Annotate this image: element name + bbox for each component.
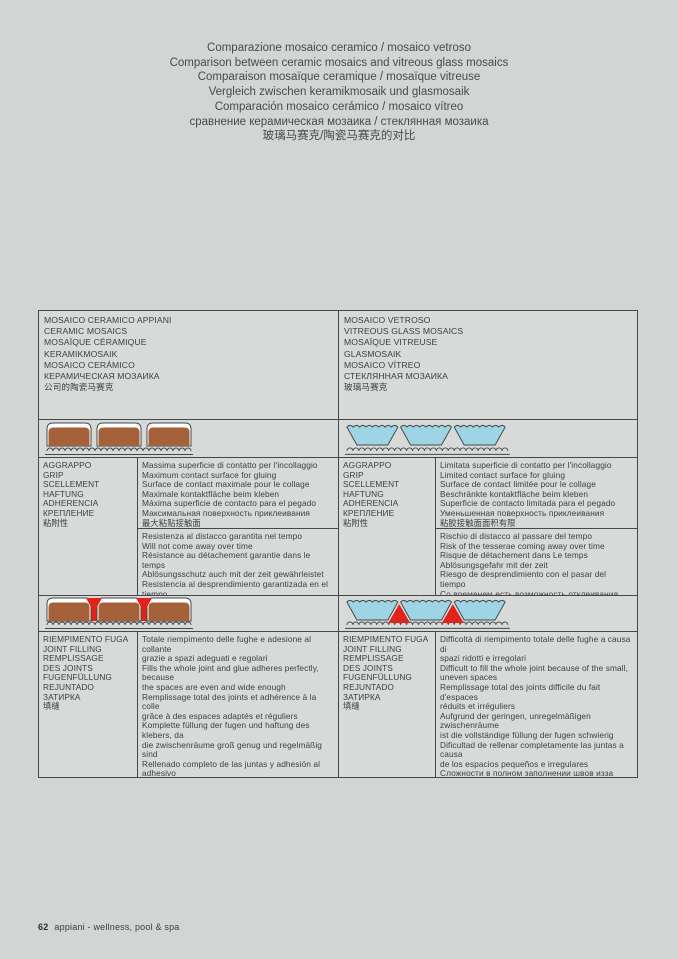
diagram-cell [39, 419, 338, 457]
header-ceramic: MOSAICO CERAMICO APPIANI CERAMIC MOSAICS… [44, 315, 172, 393]
ceramic-tiles-diagram [45, 422, 193, 455]
diagram-cell [338, 419, 637, 457]
label-grip-right: AGGRAPPO GRIP SCELLEMENT HAFTUNG ADHEREN… [338, 457, 435, 595]
text-grip-left: Massima superficie di contatto per l'inc… [137, 457, 338, 528]
diagram-cell [39, 595, 338, 631]
text-joint-filling-left: Totale riempimento delle fughe e adesion… [137, 631, 338, 777]
page-title: Comparazione mosaico ceramico / mosaico … [169, 42, 509, 143]
label-joint-filling-right: RIEMPIMENTO FUGA JOINT FILLING REMPLISSA… [338, 631, 435, 777]
comparison-table: MOSAICO CERAMICO APPIANI CERAMIC MOSAICS… [38, 310, 638, 778]
footer-text: appiani - wellness, pool & spa [54, 922, 180, 932]
page-number: 62 [38, 922, 49, 932]
label-grip-left: AGGRAPPO GRIP SCELLEMENT HAFTUNG ADHEREN… [39, 457, 137, 595]
text-resistance-right: Rischio di distacco al passare del tempo… [435, 528, 637, 595]
page-footer: 62 appiani - wellness, pool & spa [38, 922, 180, 932]
text-joint-filling-right: Difficoltà di riempimento totale delle f… [435, 631, 637, 777]
glass-tiles-diagram [344, 424, 510, 455]
text-resistance-left: Resistenza al distacco garantita nel tem… [137, 528, 338, 595]
header-glass: MOSAICO VETROSO VITREOUS GLASS MOSAICS M… [338, 311, 637, 419]
diagram-cell [338, 595, 637, 631]
ceramic-grout-diagram [45, 597, 193, 629]
glass-grout-diagram [344, 599, 510, 629]
text-grip-right: Limitata superficie di contatto per l'in… [435, 457, 637, 528]
label-joint-filling-left: RIEMPIMENTO FUGA JOINT FILLING REMPLISSA… [39, 631, 137, 777]
